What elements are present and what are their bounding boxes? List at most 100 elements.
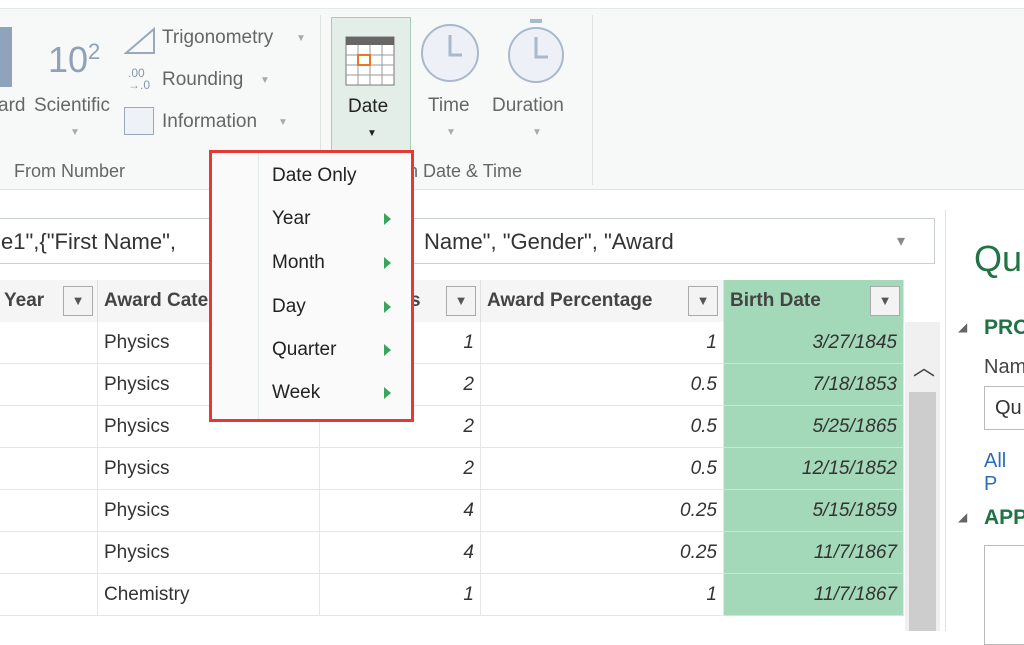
properties-heading: PRO: [984, 316, 1024, 339]
collapse-icon[interactable]: ◢: [958, 320, 968, 334]
applied-steps-list[interactable]: [984, 545, 1024, 645]
menu-item-label: Date Only: [272, 165, 357, 186]
table-cell[interactable]: 0.5: [481, 364, 724, 406]
scientific-label: Scientific: [34, 95, 111, 116]
vertical-scrollbar[interactable]: ︿: [905, 322, 940, 631]
name-input[interactable]: Qu: [984, 386, 1024, 430]
submenu-arrow-icon: [384, 257, 391, 269]
standard-button[interactable]: ard: [0, 95, 26, 116]
column-header[interactable]: Year ▼: [0, 280, 98, 322]
chevron-down-icon: ▼: [532, 127, 542, 138]
table-cell[interactable]: [0, 574, 98, 616]
rounding-button[interactable]: .00 →.0 Rounding ▼: [124, 67, 284, 97]
column-header-label: Birth Date: [730, 290, 821, 311]
scientific-button[interactable]: 102 Scientific ▼: [34, 29, 118, 149]
formula-text-left: e1",{"First Name",: [1, 229, 177, 254]
table-cell[interactable]: 1: [481, 322, 724, 364]
date-button[interactable]: Date ▼: [331, 17, 411, 157]
table-cell[interactable]: 3/27/1845: [724, 322, 904, 364]
table-cell[interactable]: 0.25: [481, 490, 724, 532]
menu-gutter-divider: [258, 153, 259, 419]
table-cell[interactable]: Physics: [98, 448, 320, 490]
duration-label: Duration: [492, 95, 564, 116]
chevron-down-icon: ▼: [278, 117, 288, 128]
menu-item-label: Quarter: [272, 339, 337, 360]
table-cell[interactable]: 11/7/1867: [724, 574, 904, 616]
menu-item-date-only[interactable]: Date Only: [212, 157, 411, 197]
all-properties-link[interactable]: All P: [984, 450, 1007, 495]
time-button[interactable]: Time ▼: [418, 21, 482, 151]
table-cell[interactable]: 1: [481, 574, 724, 616]
table-cell[interactable]: Physics: [98, 532, 320, 574]
chevron-down-icon: ▼: [367, 128, 377, 139]
scrollbar-thumb[interactable]: [909, 392, 936, 631]
filter-dropdown-icon[interactable]: ▼: [688, 286, 718, 316]
table-cell[interactable]: 0.25: [481, 532, 724, 574]
menu-item-year[interactable]: Year: [212, 200, 411, 240]
triangle-icon: [124, 27, 155, 54]
table-cell[interactable]: 1: [320, 574, 481, 616]
standard-icon: [0, 27, 12, 87]
collapse-icon[interactable]: ◢: [958, 510, 968, 524]
submenu-arrow-icon: [384, 344, 391, 356]
menu-item-label: Month: [272, 252, 325, 273]
table-cell[interactable]: [0, 490, 98, 532]
information-button[interactable]: Information ▼: [124, 107, 294, 137]
column-header[interactable]: Award Percentage ▼: [481, 280, 724, 322]
table-cell[interactable]: [0, 322, 98, 364]
menu-item-label: Year: [272, 208, 311, 229]
expand-formula-icon[interactable]: ▾: [897, 233, 906, 250]
menu-item-month[interactable]: Month: [212, 244, 411, 284]
table-cell[interactable]: Physics: [98, 490, 320, 532]
scroll-up-icon[interactable]: ︿: [913, 355, 936, 380]
time-label: Time: [428, 95, 470, 116]
rounding-label: Rounding: [162, 69, 244, 90]
trigonometry-label: Trigonometry: [162, 27, 274, 48]
group-label-date-time: n Date & Time: [408, 161, 523, 181]
table-cell[interactable]: [0, 364, 98, 406]
date-dropdown-menu: Date Only Year Month Day Quarter Week: [209, 150, 414, 422]
table-cell[interactable]: 0.5: [481, 406, 724, 448]
menu-item-label: Day: [272, 296, 306, 317]
column-header-label: Year: [4, 290, 45, 311]
table-cell[interactable]: 4: [320, 490, 481, 532]
chevron-down-icon: ▼: [446, 127, 456, 138]
submenu-arrow-icon: [384, 213, 391, 225]
table-cell[interactable]: 7/18/1853: [724, 364, 904, 406]
duration-button[interactable]: Duration ▼: [492, 17, 582, 151]
filter-dropdown-icon[interactable]: ▼: [446, 286, 476, 316]
table-cell[interactable]: 5/15/1859: [724, 490, 904, 532]
column-header-label: s: [410, 290, 421, 311]
exponent-icon: 102: [48, 39, 101, 80]
table-cell[interactable]: 0.5: [481, 448, 724, 490]
menu-item-quarter[interactable]: Quarter: [212, 331, 411, 371]
table-cell[interactable]: 12/15/1852: [724, 448, 904, 490]
table-cell[interactable]: 5/25/1865: [724, 406, 904, 448]
column-header-label: Award Percentage: [487, 290, 653, 311]
group-divider: [592, 15, 593, 185]
table-cell[interactable]: 4: [320, 532, 481, 574]
filter-dropdown-icon[interactable]: ▼: [63, 286, 93, 316]
table-cell[interactable]: 11/7/1867: [724, 532, 904, 574]
table-cell[interactable]: [0, 406, 98, 448]
filter-dropdown-icon[interactable]: ▼: [870, 286, 900, 316]
table-cell[interactable]: Physics: [98, 406, 320, 448]
menu-item-week[interactable]: Week: [212, 374, 411, 414]
table-cell[interactable]: [0, 448, 98, 490]
table-cell[interactable]: 2: [320, 448, 481, 490]
trigonometry-button[interactable]: Trigonometry ▼: [124, 25, 314, 55]
pane-title: Qu: [974, 238, 1023, 279]
column-header[interactable]: Birth Date ▼: [724, 280, 904, 322]
chevron-down-icon: ▼: [260, 75, 270, 86]
name-value: Qu: [995, 397, 1022, 419]
submenu-arrow-icon: [384, 387, 391, 399]
calendar-icon: [345, 36, 395, 86]
formula-bar[interactable]: e1",{"First Name", Name", "Gender", "Awa…: [0, 218, 935, 264]
table-cell[interactable]: 2: [320, 406, 481, 448]
table-cell[interactable]: Chemistry: [98, 574, 320, 616]
information-label: Information: [162, 111, 258, 132]
table-cell[interactable]: [0, 532, 98, 574]
rounding-icon: .00 →.0: [128, 66, 151, 92]
clock-icon: [421, 24, 479, 82]
menu-item-day[interactable]: Day: [212, 288, 411, 328]
